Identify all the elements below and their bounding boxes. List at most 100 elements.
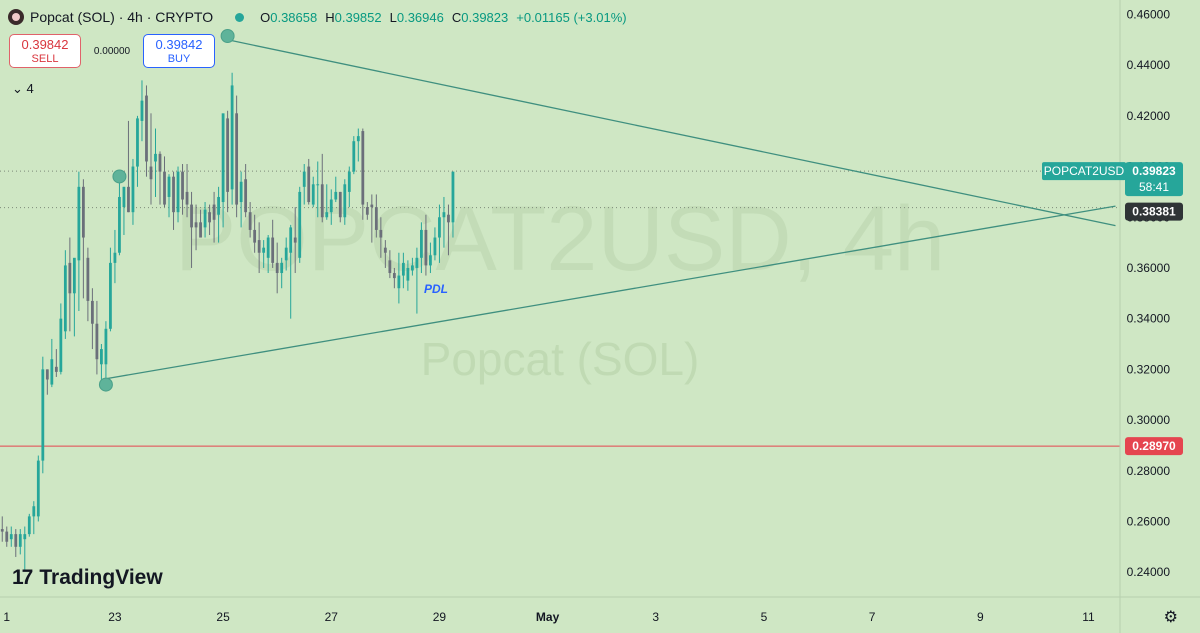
candle-body [406, 267, 410, 281]
candle [18, 529, 22, 555]
candle-body [447, 214, 450, 223]
candle [154, 128, 157, 197]
sell-button[interactable]: 0.39842 SELL [9, 34, 81, 68]
candle [424, 214, 428, 276]
candle [262, 240, 266, 268]
candle-body [325, 212, 329, 218]
trendline-resistance[interactable] [225, 38, 1116, 227]
candle-body [244, 179, 248, 213]
candle-body [59, 318, 63, 372]
candle-body [257, 240, 261, 253]
watermark-symbol: POPCAT2USD, 4h [175, 188, 945, 290]
candle-body [401, 262, 405, 276]
candle-body [298, 191, 302, 258]
candle [379, 217, 383, 258]
candle-body [41, 369, 45, 461]
candle [199, 209, 202, 238]
candle-body [352, 141, 356, 172]
candle-body [212, 204, 216, 220]
candle [172, 171, 175, 230]
candle [0, 516, 4, 542]
candle [343, 179, 347, 225]
trendline-support[interactable] [105, 205, 1116, 380]
candle [212, 191, 216, 243]
time-tick-label: 27 [325, 610, 339, 624]
candle [208, 204, 211, 235]
candle [284, 237, 288, 271]
secondary-price-text: 0.38381 [1132, 205, 1176, 219]
candle-body [9, 534, 13, 540]
candle [226, 110, 230, 213]
candle [374, 194, 378, 238]
candle-body [307, 166, 311, 203]
buy-label: BUY [167, 53, 191, 65]
pivot-point[interactable] [112, 169, 127, 184]
candle [347, 166, 351, 208]
candle-body [415, 257, 419, 268]
candle [190, 191, 193, 268]
candle-body [90, 300, 94, 324]
candle [356, 128, 360, 162]
candle [293, 207, 297, 274]
candle [334, 176, 338, 203]
candle [127, 120, 130, 213]
candle-body [0, 529, 4, 532]
indicators-toggle[interactable]: ⌄ 4 [12, 81, 34, 96]
candle [95, 300, 99, 375]
candle [194, 204, 198, 251]
candle-body [356, 136, 360, 142]
candle [266, 234, 270, 274]
candles-layer [0, 72, 455, 570]
candle [429, 242, 432, 274]
symbol-title[interactable]: Popcat (SOL) · 4h · CRYPTO [30, 9, 214, 25]
last-price-text: 0.39823 [1132, 164, 1176, 178]
buy-button[interactable]: 0.39842 BUY [143, 34, 215, 68]
candle [230, 72, 234, 205]
candle [280, 257, 284, 289]
candle-body [221, 113, 225, 203]
candle [23, 526, 27, 570]
ohlc-values: O0.38658 H0.39852 L0.36946 C0.39823 +0.0… [260, 9, 627, 25]
candle-body [72, 257, 76, 294]
settings-gear-icon[interactable]: ⚙ [1163, 609, 1178, 626]
pivot-point[interactable] [98, 377, 113, 392]
watermark-name: Popcat (SOL) [421, 333, 700, 385]
candle [415, 247, 419, 314]
candle-body [388, 260, 392, 274]
candle-body [420, 229, 423, 258]
sell-price: 0.39842 [21, 37, 69, 52]
candle-body [32, 506, 36, 517]
time-tick-label: 7 [869, 610, 876, 624]
candle-body [63, 265, 67, 332]
candle [392, 267, 396, 289]
candle [239, 171, 243, 228]
candle [329, 189, 333, 225]
secondary-price-tag [1125, 202, 1183, 221]
candle-body [302, 171, 306, 187]
candle-body [338, 191, 342, 218]
candle [68, 237, 72, 332]
time-tick-label: 23 [108, 610, 122, 624]
tradingview-mark-icon: 17 [12, 566, 33, 589]
candle [181, 164, 184, 215]
candle-body [185, 191, 189, 205]
sell-label: SELL [31, 53, 59, 65]
candle-body [36, 460, 40, 517]
candle-body [27, 516, 31, 535]
candle-body [18, 534, 22, 547]
annotation-layer: PDL [98, 28, 448, 392]
candle [36, 455, 40, 522]
candle [302, 164, 306, 205]
candle [388, 250, 392, 279]
price-tick-label: 0.24000 [1127, 565, 1171, 579]
pivot-point[interactable] [220, 28, 235, 43]
tradingview-wordmark: TradingView [39, 566, 163, 589]
candle-body [127, 186, 130, 213]
candle [316, 161, 320, 218]
candle-body [370, 204, 374, 208]
candle [145, 85, 148, 177]
candle-body [271, 237, 275, 263]
candle-body [397, 275, 401, 289]
candle [63, 250, 67, 339]
